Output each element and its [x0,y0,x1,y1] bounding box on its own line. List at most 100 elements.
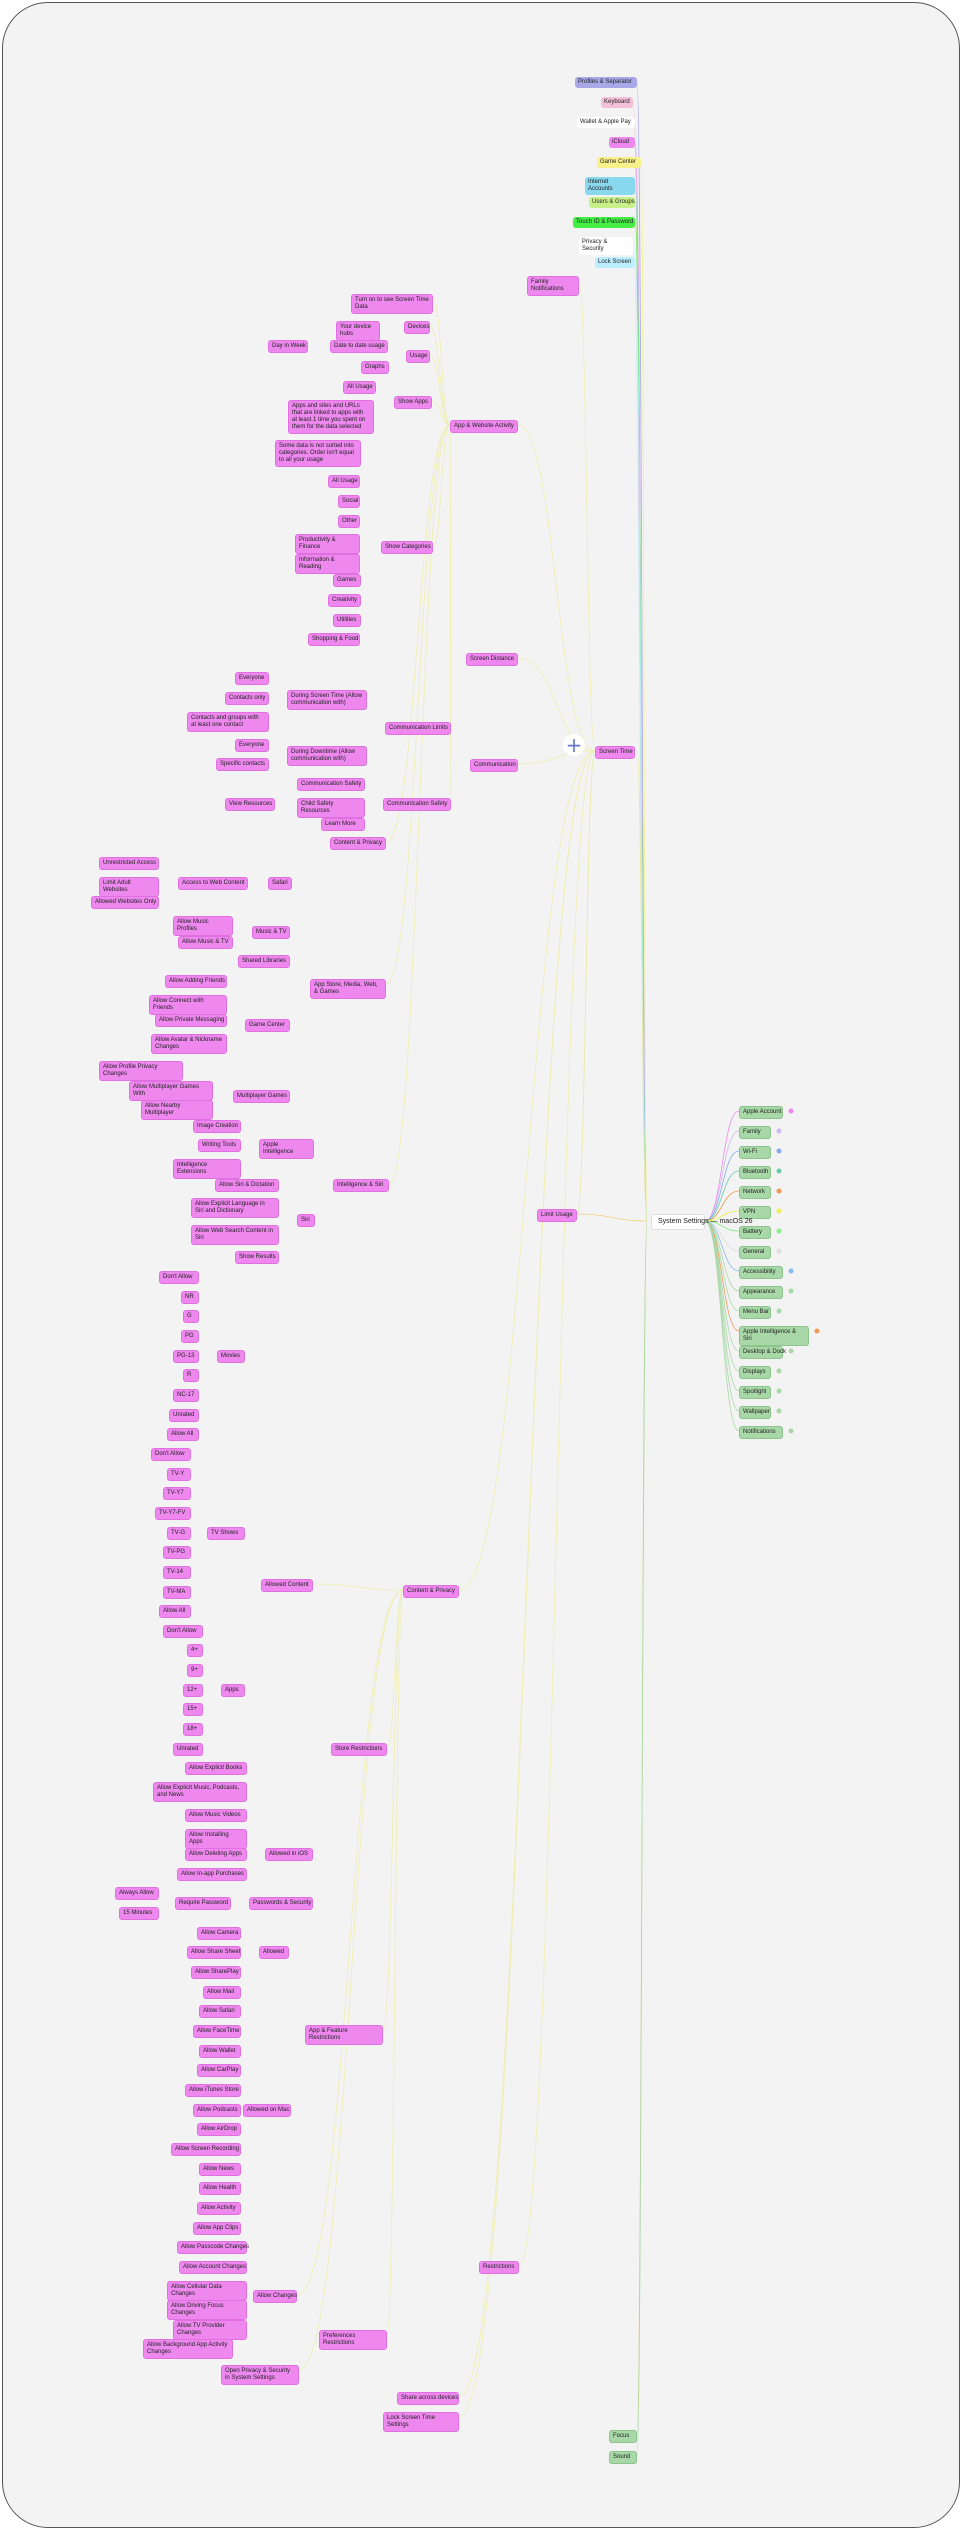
node-communication[interactable]: Communication [470,759,518,772]
node-allow-explicit-books[interactable]: Allow Explicit Books [185,1762,247,1775]
node-allow-explicit-language-in-siri-and-dictionary[interactable]: Allow Explicit Language in Siri and Dict… [191,1198,279,1218]
add-icon[interactable]: + [563,734,585,756]
node-g[interactable]: G [183,1310,199,1323]
node-creativity[interactable]: Creativity [328,594,361,607]
collapse-dot-icon[interactable] [776,1148,782,1154]
node-allow-profile-privacy-changes[interactable]: Allow Profile Privacy Changes [99,1061,183,1081]
node-tv-g[interactable]: TV-G [167,1527,191,1540]
node-12[interactable]: 12+ [183,1684,203,1697]
right-item-spotlight[interactable]: Spotlight [739,1386,771,1399]
node-allow-deleting-apps[interactable]: Allow Deleting Apps [185,1848,247,1861]
node-access-to-web-content[interactable]: Access to Web Content [178,877,248,890]
node-don-t-allow[interactable]: Don't Allow [163,1625,203,1638]
node-allow-all[interactable]: Allow All [167,1428,199,1441]
right-item-desktop-dock[interactable]: Desktop & Dock [739,1346,786,1359]
node-intelligence-siri[interactable]: Intelligence & Siri [333,1179,389,1192]
collapse-dot-icon[interactable] [776,1388,782,1394]
node-allow-itunes-store[interactable]: Allow iTunes Store [185,2084,241,2097]
collapse-dot-icon[interactable] [776,1308,782,1314]
right-item-notifications[interactable]: Notifications [739,1426,783,1439]
node-allow-music-profiles[interactable]: Allow Music Profiles [173,916,233,936]
node-allow-account-changes[interactable]: Allow Account Changes [179,2261,247,2274]
node-app-feature-restrictions[interactable]: App & Feature Restrictions [305,2025,383,2045]
node-date-to-date-usage[interactable]: Date to date usage [330,340,388,353]
node-allowed[interactable]: Allowed [259,1946,289,1959]
node-communication-safety[interactable]: Communication Safety [383,798,451,811]
node-everyone[interactable]: Everyone [235,739,269,752]
right-item-apple-account[interactable]: Apple Account [739,1106,783,1119]
node-contacts-only[interactable]: Contacts only [225,692,269,705]
right-item-family[interactable]: Family [739,1126,771,1139]
bottom-item-sound[interactable]: Sound [609,2451,637,2464]
right-item-appearance[interactable]: Appearance [739,1286,783,1299]
node-allow-news[interactable]: Allow News [199,2163,241,2176]
node-allow-changes[interactable]: Allow Changes [253,2290,297,2303]
node-allow-music-tv[interactable]: Allow Music & TV [178,936,233,949]
node-unrestricted-access[interactable]: Unrestricted Access [99,857,159,870]
node-music-tv[interactable]: Music & TV [252,926,290,939]
right-item-accessibility[interactable]: Accessibility [739,1266,783,1279]
node-allowed-websites-only[interactable]: Allowed Websites Only [91,896,159,909]
node-content-privacy[interactable]: Content & Privacy [403,1585,459,1598]
collapse-dot-icon[interactable] [788,1108,794,1114]
node-social[interactable]: Social [338,495,360,508]
node-allow-wallet[interactable]: Allow Wallet [199,2045,241,2058]
node-some-data-is-not-sorted-into-categories-order-isn-t-equal-to-all-your-usage[interactable]: Some data is not sorted into categories.… [275,440,361,467]
node-allow-airdrop[interactable]: Allow AirDrop [197,2123,241,2136]
root-node[interactable]: System Settings — macOS 26 [651,1214,753,1230]
node-allow-camera[interactable]: Allow Camera [197,1927,241,1940]
node-your-device-hubs[interactable]: Your device hubs [336,321,380,341]
node-passwords-security[interactable]: Passwords & Security [249,1897,313,1910]
node-family-notifications[interactable]: Family Notifications [527,276,579,296]
node-18[interactable]: 18+ [183,1723,203,1736]
node-allow-health[interactable]: Allow Health [199,2182,241,2195]
collapse-dot-icon[interactable] [776,1228,782,1234]
node-4[interactable]: 4+ [187,1644,203,1657]
node-allow-nearby-multiplayer[interactable]: Allow Nearby Multiplayer [141,1100,213,1120]
node-apple-intelligence[interactable]: Apple Intelligence [259,1139,314,1159]
node-app-website-activity[interactable]: App & Website Activity [450,420,518,433]
node-safari[interactable]: Safari [268,877,292,890]
node-tv-pg[interactable]: TV-PG [163,1546,191,1559]
node-tv-shows[interactable]: TV Shows [207,1527,245,1540]
node-open-privacy-security-in-system-settings[interactable]: Open Privacy & Security in System Settin… [221,2365,299,2385]
node-always-allow[interactable]: Always Allow [115,1887,159,1900]
collapse-dot-icon[interactable] [788,1268,794,1274]
node-utilities[interactable]: Utilities [333,614,361,627]
node-restrictions[interactable]: Restrictions [479,2261,519,2274]
node-allow-mail[interactable]: Allow Mail [203,1986,241,1999]
node-pg[interactable]: PG [181,1330,199,1343]
node-during-screen-time-allow-communication-with[interactable]: During Screen Time (Allow communication … [287,690,367,710]
node-15-minutes[interactable]: 15 Minutes [119,1907,159,1920]
node-9[interactable]: 9+ [187,1664,203,1677]
collapse-dot-icon[interactable] [776,1248,782,1254]
right-item-bluetooth[interactable]: Bluetooth [739,1166,771,1179]
node-everyone[interactable]: Everyone [235,672,269,685]
node-allow-private-messaging[interactable]: Allow Private Messaging [155,1014,227,1027]
node-allow-background-app-activity-changes[interactable]: Allow Background App Activity Changes [143,2339,233,2359]
right-item-battery[interactable]: Battery [739,1226,771,1239]
node-15[interactable]: 15+ [183,1703,203,1716]
top-item-game-center[interactable]: Game Center [597,157,641,168]
node-apps-and-sites-and-urls-that-are-linked-to-apps-with-at-least-1-time-you-spent-on-them-for-the-data-selected[interactable]: Apps and sites and URLs that are linked … [288,400,374,434]
node-store-restrictions[interactable]: Store Restrictions [331,1743,387,1756]
node-during-downtime-allow-communication-with[interactable]: During Downtime (Allow communication wit… [287,746,367,766]
top-item-privacy-security[interactable]: Privacy & Security [579,237,633,255]
collapse-dot-icon[interactable] [776,1168,782,1174]
right-item-displays[interactable]: Displays [739,1366,771,1379]
node-r[interactable]: R [183,1369,199,1382]
node-information-reading[interactable]: Information & Reading [295,554,360,574]
node-learn-more[interactable]: Learn More [321,818,365,831]
node-shared-libraries[interactable]: Shared Libraries [238,955,290,968]
node-multiplayer-games[interactable]: Multiplayer Games [233,1090,290,1103]
node-share-across-devices[interactable]: Share across devices [397,2392,459,2405]
node-pg-13[interactable]: PG-13 [173,1350,199,1363]
node-allow-explicit-music-podcasts-and-news[interactable]: Allow Explicit Music, Podcasts, and News [153,1782,247,1802]
node-intelligence-extensions[interactable]: Intelligence Extensions [173,1159,241,1179]
node-require-password[interactable]: Require Password [175,1897,231,1910]
node-all-usage[interactable]: All Usage [343,381,376,394]
node-allow-installing-apps[interactable]: Allow Installing Apps [185,1829,247,1849]
node-siri[interactable]: Siri [297,1214,315,1227]
node-screen-distance[interactable]: Screen Distance [466,653,518,666]
node-shopping-food[interactable]: Shopping & Food [308,633,360,646]
